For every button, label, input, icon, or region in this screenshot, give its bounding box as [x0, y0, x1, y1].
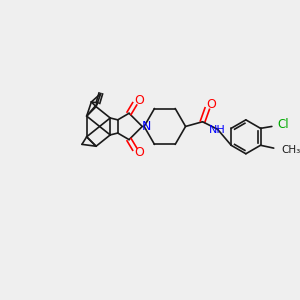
Text: O: O: [206, 98, 216, 111]
Text: Cl: Cl: [278, 118, 289, 131]
Text: O: O: [134, 146, 144, 159]
Text: O: O: [134, 94, 144, 106]
Text: CH₃: CH₃: [281, 145, 300, 155]
Text: N: N: [141, 120, 151, 133]
Text: NH: NH: [209, 125, 226, 135]
